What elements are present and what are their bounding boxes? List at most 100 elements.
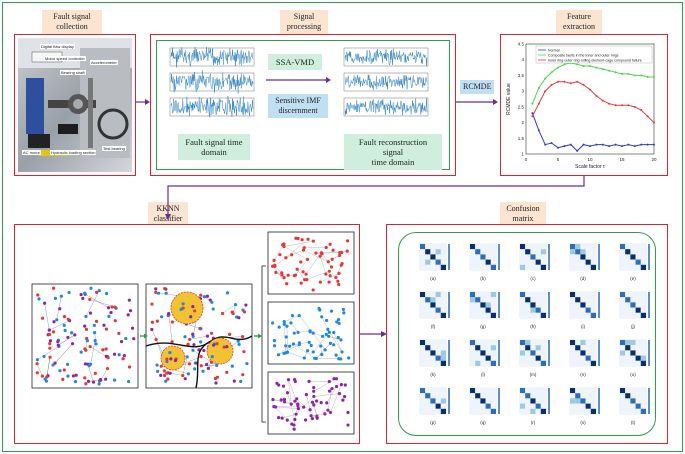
series-line xyxy=(531,62,654,104)
flow-arrow-head xyxy=(258,333,262,339)
sample-point xyxy=(312,389,316,393)
sample-point xyxy=(337,321,341,325)
series-point xyxy=(627,104,630,107)
sample-point xyxy=(305,349,310,353)
confusion-matrix-cell: (a) xyxy=(419,243,450,281)
sample-point xyxy=(241,373,245,377)
sample-point xyxy=(244,303,248,307)
sample-point xyxy=(56,343,60,347)
sample-point xyxy=(324,272,328,276)
series-point xyxy=(531,112,534,115)
confusion-matrix-cell: (g) xyxy=(469,291,500,329)
sample-point xyxy=(311,350,315,354)
knn-visualization xyxy=(31,231,355,435)
sample-point xyxy=(191,332,195,336)
flow-arrow-head xyxy=(144,333,148,339)
stage-label-classifier: KKNN classifier xyxy=(148,202,188,226)
sample-point xyxy=(126,313,130,317)
confusion-matrix-cell: (i) xyxy=(569,291,600,329)
rig-label-accelerometer: Accelerometer xyxy=(90,60,118,65)
confusion-matrix-label: (s) xyxy=(580,420,586,425)
rcmde-label: RCMDE xyxy=(460,80,494,94)
sample-point xyxy=(293,273,298,277)
series-point xyxy=(627,143,630,146)
sample-point xyxy=(59,294,63,298)
neighbor-point xyxy=(165,359,169,364)
sample-point xyxy=(334,353,338,357)
sample-point xyxy=(285,324,289,328)
sample-point xyxy=(292,427,296,431)
sample-point xyxy=(88,297,92,302)
sample-point xyxy=(291,342,296,346)
sample-point xyxy=(35,371,39,375)
series-point xyxy=(601,99,604,102)
sample-point xyxy=(97,382,101,386)
class-bracket xyxy=(261,265,266,423)
sample-point xyxy=(183,377,187,381)
sample-point xyxy=(104,377,108,381)
confusion-matrix-cell: (b) xyxy=(469,243,500,281)
y-tick-label: 3.5 xyxy=(518,73,525,78)
sample-point xyxy=(340,250,344,255)
sample-point xyxy=(326,408,330,412)
stage-label-collection: Fault signal collection xyxy=(42,10,102,34)
x-axis-label: Scale factor τ xyxy=(575,164,605,170)
sample-point xyxy=(150,327,154,332)
sample-point xyxy=(292,331,296,335)
signal-trace xyxy=(344,98,428,116)
x-tick-label: 5 xyxy=(557,157,560,162)
sample-point xyxy=(285,282,289,286)
sample-point xyxy=(83,291,87,295)
sample-point xyxy=(297,342,301,347)
legend-label: Normal xyxy=(548,48,560,52)
series-point xyxy=(550,83,553,86)
sample-point xyxy=(323,348,327,352)
sample-point xyxy=(74,373,78,377)
sample-point xyxy=(183,335,187,339)
series-point xyxy=(601,68,604,71)
confusion-matrix-cell: (k) xyxy=(419,339,450,377)
sample-point xyxy=(304,272,308,276)
confusion-matrix-grid: (a) (b) (c) (d) (e) (f) (g) (h) (i) (j) (k) (l) (m) (… xyxy=(419,243,650,425)
series-point xyxy=(608,102,611,105)
sample-point xyxy=(83,362,87,366)
sample-point xyxy=(227,332,232,336)
sample-point xyxy=(332,343,336,347)
series-point xyxy=(633,105,636,108)
sample-point xyxy=(48,339,53,343)
sample-point xyxy=(95,290,99,294)
sample-point xyxy=(286,378,291,382)
sample-point xyxy=(303,418,308,422)
sample-point xyxy=(154,290,158,294)
confusion-matrix-label: (g) xyxy=(480,324,486,329)
sample-point xyxy=(106,356,110,360)
sample-point xyxy=(239,379,243,383)
sample-point xyxy=(337,391,342,396)
sample-point xyxy=(271,321,275,325)
sample-point xyxy=(63,328,67,333)
sample-point xyxy=(214,381,218,385)
sample-point xyxy=(97,289,101,293)
sample-point xyxy=(237,342,241,346)
confusion-matrix-cell: (f) xyxy=(419,291,450,329)
sample-point xyxy=(320,315,324,319)
stage-label-processing: Signal processing xyxy=(280,10,328,34)
confusion-matrix-cell: (m) xyxy=(519,339,550,377)
knn-panel-neighbors xyxy=(145,283,253,389)
sample-point xyxy=(170,320,174,324)
sample-point xyxy=(339,357,343,361)
sample-point xyxy=(51,286,56,290)
sample-point xyxy=(66,335,70,340)
sample-point xyxy=(339,382,343,387)
sample-point xyxy=(58,369,62,373)
sample-point xyxy=(340,350,344,354)
series-point xyxy=(563,63,566,66)
neighbor-point xyxy=(189,315,193,319)
series-point xyxy=(582,83,585,86)
sample-point xyxy=(320,352,324,357)
confusion-matrix-label: (q) xyxy=(480,420,486,425)
sample-point xyxy=(290,422,294,426)
sample-point xyxy=(199,364,203,368)
sample-point xyxy=(62,315,67,319)
